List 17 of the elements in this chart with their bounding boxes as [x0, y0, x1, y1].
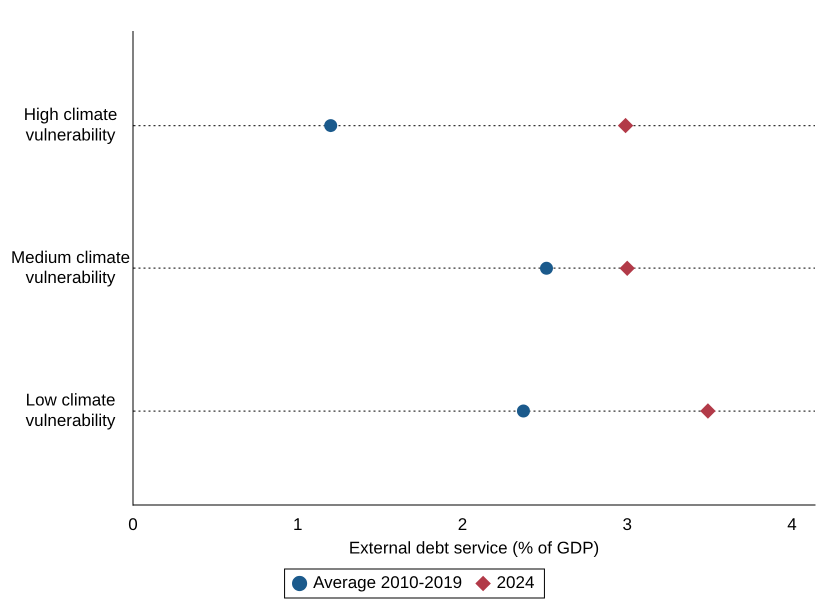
y-tick-label: Medium climate vulnerability [10, 248, 130, 288]
x-tick-label: 1 [293, 515, 302, 534]
y-tick-label: Low climate vulnerability [26, 390, 116, 430]
x-tick-label: 3 [622, 515, 632, 534]
legend-label: 2024 [496, 573, 534, 592]
legend-label: Average 2010-2019 [313, 573, 462, 592]
point [516, 404, 530, 418]
x-tick-label: 4 [787, 515, 797, 534]
x-tick-label: 0 [128, 515, 138, 534]
point [620, 260, 635, 276]
point [324, 119, 338, 132]
y-tick-label: High climate vulnerability [24, 105, 118, 144]
point [540, 262, 553, 275]
x-axis-title: External debt service (% of GDP) [348, 538, 600, 558]
point [700, 404, 716, 419]
x-tick-label: 2 [458, 515, 468, 534]
point [618, 118, 634, 134]
